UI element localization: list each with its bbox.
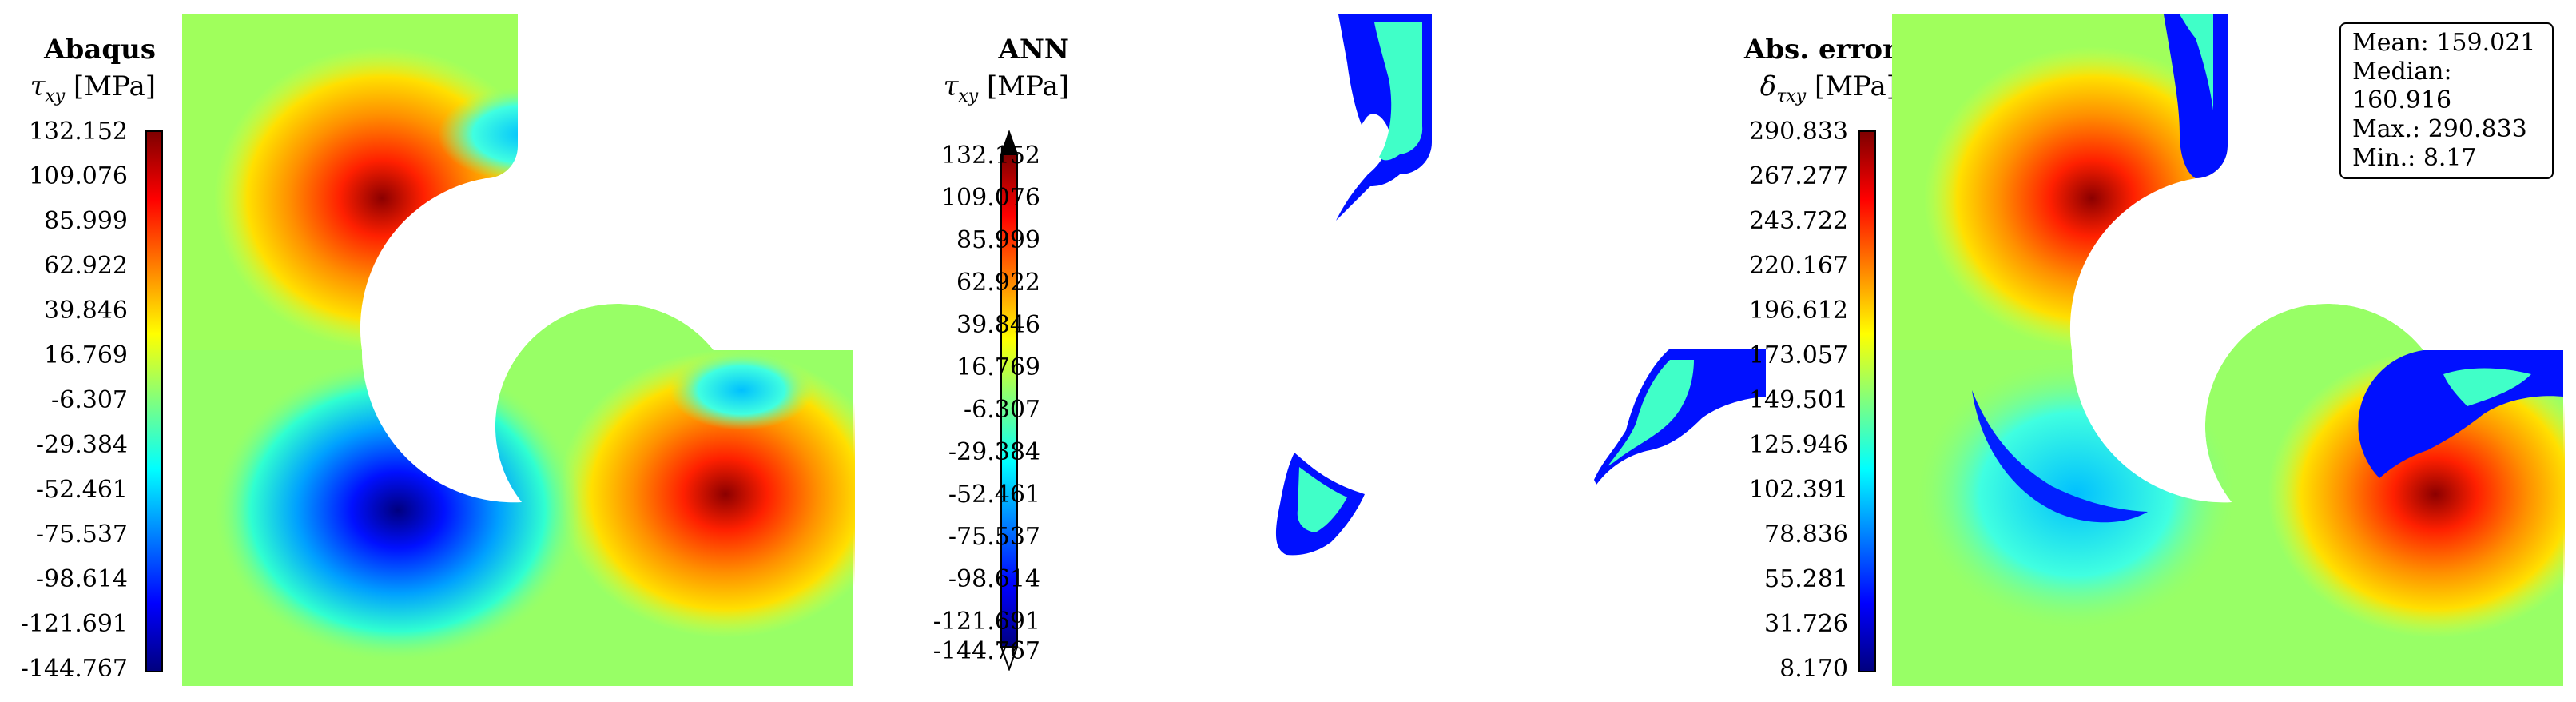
colorbar-tick: 109.076 <box>940 184 1040 212</box>
subscript: xy <box>45 86 66 106</box>
colorbar-tick: 8.170 <box>1779 655 1848 683</box>
colorbar-tick: -29.384 <box>948 438 1040 466</box>
colorbar-tick: 102.391 <box>1748 476 1848 504</box>
ann-region-bottom-left-inner <box>1297 467 1347 532</box>
unit-label: [MPa] <box>74 70 156 102</box>
colorbar-tick: 16.769 <box>44 341 128 369</box>
stats-min: Min.: 8.17 <box>2352 144 2477 172</box>
subscript: xy <box>958 86 979 106</box>
colorbar-tick: 55.281 <box>1764 565 1848 593</box>
colorbar-tick: 290.833 <box>1748 118 1848 146</box>
heatmap-abaqus <box>182 14 855 688</box>
colorbar-title: Abs. error δτxy [MPa] <box>1705 36 1897 106</box>
colorbar-tick: 132.152 <box>940 142 1040 170</box>
colorbar-tick: 31.726 <box>1764 610 1848 638</box>
panel-abs-error: Abs. error δτxy [MPa] 290.833 267.277 24… <box>1710 0 2576 702</box>
heatmap-ann <box>1275 14 1766 556</box>
ann-region-top-inner <box>1374 22 1423 161</box>
panel-ann: ANN τxy [MPa] 132.152 109.076 85.999 62.… <box>855 0 1766 702</box>
stats-mean: Mean: 159.021 <box>2352 29 2536 57</box>
colorbar-tick: 132.152 <box>28 118 128 146</box>
colorbar-tick: -98.614 <box>948 565 1040 593</box>
colorbar-tick: 62.922 <box>956 269 1040 297</box>
subscript: τxy <box>1776 86 1807 106</box>
colorbar-tick: -29.384 <box>35 431 128 459</box>
stats-box: Mean: 159.021 Median: 160.916 Max.: 290.… <box>2339 22 2554 179</box>
colorbar-tick: -121.691 <box>932 608 1040 636</box>
symbol: τ <box>30 70 46 102</box>
stats-max: Max.: 290.833 <box>2352 115 2527 143</box>
ann-region-right-inner <box>1608 360 1694 466</box>
colorbar-tick: 78.836 <box>1764 521 1848 548</box>
colorbar-tick: 16.769 <box>956 353 1040 381</box>
panel-title: Abs. error <box>1743 34 1897 66</box>
colorbar <box>1000 130 1019 671</box>
colorbar-tick: -75.537 <box>948 523 1040 551</box>
colorbar-tick: -75.537 <box>35 521 128 548</box>
ann-region-right <box>1594 349 1766 485</box>
colorbar-tick: 39.846 <box>44 297 128 325</box>
colorbar-tick: 173.057 <box>1748 341 1848 369</box>
colorbar-tick: 85.999 <box>956 226 1040 254</box>
colorbar-tick: 125.946 <box>1748 431 1848 459</box>
colorbar-tick: -121.691 <box>20 610 128 638</box>
unit-label: [MPa] <box>1815 70 1897 102</box>
colorbar-tick: -52.461 <box>948 481 1040 509</box>
colorbar-title: ANN τxy [MPa] <box>909 36 1069 106</box>
stats-median: Median: 160.916 <box>2352 58 2452 114</box>
colorbar <box>145 130 163 672</box>
colorbar-tick: -6.307 <box>963 396 1040 424</box>
panel-abaqus: Abaqus τxy [MPa] 132.152 109.076 85.999 … <box>0 0 855 702</box>
unit-label: [MPa] <box>987 70 1069 102</box>
colorbar-tick: 62.922 <box>44 252 128 280</box>
colorbar-tick: 39.846 <box>956 311 1040 339</box>
colorbar-tick: 220.167 <box>1748 252 1848 280</box>
colorbar-tick: 109.076 <box>28 162 128 190</box>
colorbar-tick: 149.501 <box>1748 386 1848 414</box>
heatmap-abs-error <box>1892 14 2565 688</box>
panel-title: ANN <box>998 34 1069 66</box>
panel-title: Abaqus <box>44 34 156 66</box>
colorbar-tick: -144.767 <box>932 637 1040 665</box>
colorbar-title: Abaqus τxy [MPa] <box>0 36 156 106</box>
colorbar-tick: -6.307 <box>50 386 128 414</box>
colorbar-tick: -98.614 <box>35 565 128 593</box>
colorbar <box>1858 130 1876 672</box>
colorbar-tick: 196.612 <box>1748 297 1848 325</box>
colorbar-tick: 85.999 <box>44 207 128 235</box>
symbol: τ <box>943 70 959 102</box>
colorbar-tick: 267.277 <box>1748 162 1848 190</box>
colorbar-tick: 243.722 <box>1748 207 1848 235</box>
symbol: δ <box>1759 70 1777 102</box>
colorbar-tick: -144.767 <box>20 655 128 683</box>
colorbar-tick: -52.461 <box>35 476 128 504</box>
